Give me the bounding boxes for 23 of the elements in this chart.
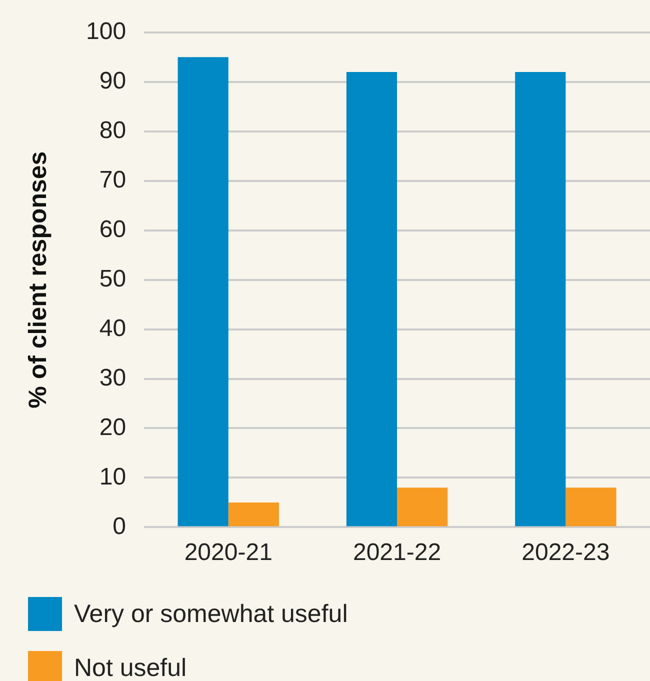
bar <box>515 72 566 526</box>
y-tick-label: 50 <box>99 265 126 292</box>
legend-label: Very or somewhat useful <box>74 600 348 628</box>
y-tick-label: 80 <box>99 116 126 144</box>
y-tick-label: 0 <box>112 512 126 540</box>
bar <box>228 502 279 526</box>
x-tick-label: 2020-21 <box>184 539 272 566</box>
bar <box>566 488 616 526</box>
y-tick-label: 100 <box>86 18 126 46</box>
y-tick-label: 60 <box>99 216 126 243</box>
x-tick-label: 2022-23 <box>522 539 610 566</box>
y-tick-label: 30 <box>99 364 126 392</box>
x-tick-label: 2021-22 <box>352 539 442 566</box>
y-tick-label: 40 <box>99 314 126 342</box>
bar <box>397 488 448 526</box>
y-tick-label: 20 <box>99 414 126 441</box>
y-tick-label: 10 <box>99 463 126 490</box>
y-axis-title: % of client responses <box>24 151 52 408</box>
bar <box>178 57 228 526</box>
y-tick-label: 70 <box>99 166 126 194</box>
bar <box>346 72 398 526</box>
y-tick-label: 90 <box>99 68 126 95</box>
legend-label: Not useful <box>74 654 187 681</box>
